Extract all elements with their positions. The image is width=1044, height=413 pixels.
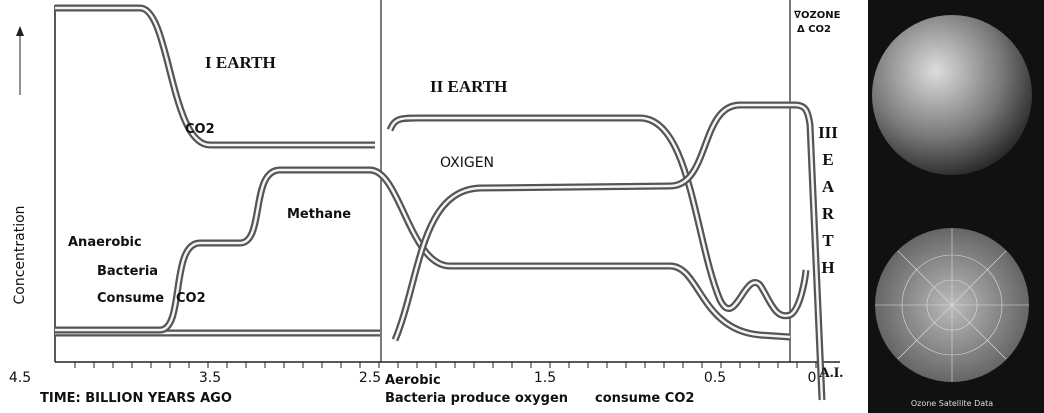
annotation: consume CO2 — [595, 391, 694, 406]
annotation: Anaerobic — [68, 235, 142, 250]
annotation: Bacteria — [97, 264, 158, 279]
x-tick-label: 0.5 — [704, 370, 726, 386]
curves — [55, 8, 822, 400]
annotation: Consume — [97, 291, 164, 306]
annotation: CO2 — [176, 291, 206, 306]
curve-label: Methane — [287, 207, 351, 222]
stage-label: III EARTH — [818, 123, 838, 277]
stage-letter: R — [822, 204, 835, 223]
stage-label: I EARTH — [205, 53, 276, 72]
x-end-label: A.I. — [819, 365, 843, 381]
x-axis-label: TIME: BILLION YEARS AGO — [40, 391, 232, 406]
curve-label: OXIGEN — [440, 155, 494, 171]
stage-label: II EARTH — [430, 77, 507, 96]
x-tick-label: 0 — [808, 370, 817, 386]
annotation: Bacteria produce oxygen — [385, 391, 568, 406]
annotation: Aerobic — [385, 373, 441, 388]
stage-letter: T — [822, 231, 834, 250]
figure: Concentration I EARTH II EARTH IIIEARTH … — [0, 0, 1044, 413]
curve-label: CO2 — [185, 122, 215, 137]
x-tick-label: 3.5 — [199, 370, 221, 386]
earth-image — [872, 15, 1032, 175]
y-axis-label: Concentration — [12, 205, 28, 304]
ozone-grid — [875, 228, 1029, 382]
curve-label: Δ CO2 — [797, 24, 831, 35]
stage-letter: E — [822, 150, 833, 169]
stage-letter: A — [822, 177, 835, 196]
arrow-head — [16, 26, 24, 36]
curve-label: ∇OZONE — [794, 10, 841, 21]
minor-ticks — [75, 362, 816, 368]
stage-letter: III — [818, 123, 838, 142]
x-tick-label: 4.5 — [9, 370, 31, 386]
stage-letter: H — [821, 258, 834, 277]
x-tick-label: 1.5 — [534, 370, 556, 386]
x-tick-label: 2.5 — [359, 370, 381, 386]
image-caption: Ozone Satellite Data — [911, 399, 993, 408]
